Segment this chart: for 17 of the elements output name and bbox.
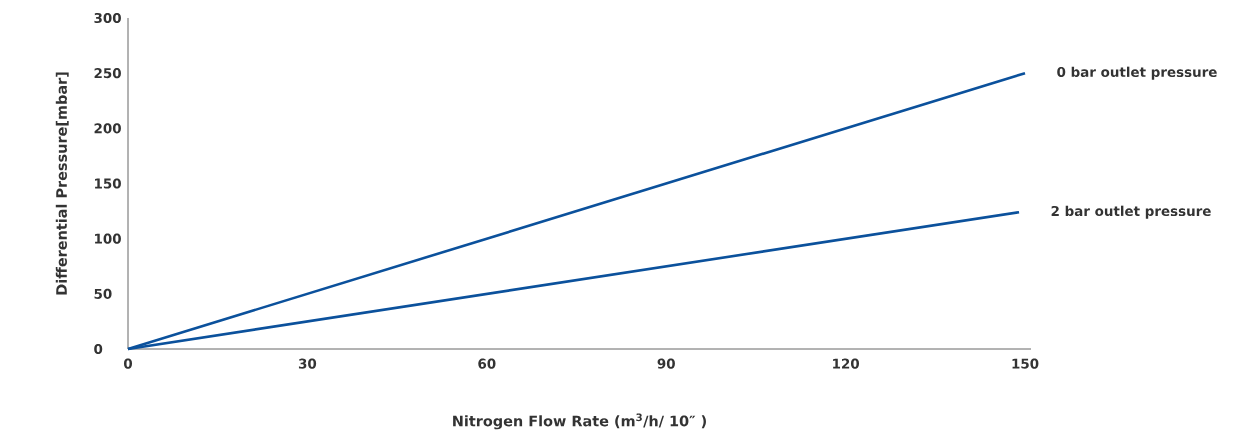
x-axis-title: Nitrogen Flow Rate (m$^{3}$/h/ 10″ ) bbox=[453, 413, 706, 430]
x-tick-label: 150 bbox=[1012, 358, 1039, 369]
text: 0 bar outlet pressure bbox=[1057, 66, 1217, 80]
x-tick-label: 60 bbox=[478, 358, 496, 369]
x-tick-label: 90 bbox=[657, 358, 675, 369]
x-tick-label: 120 bbox=[833, 358, 860, 369]
x-tick-label: 0 bbox=[123, 358, 133, 369]
y-tick-label: 100 bbox=[95, 233, 121, 244]
y-tick-label: 50 bbox=[94, 288, 112, 299]
x-tick-label: 30 bbox=[298, 358, 317, 369]
y-tick-label: 250 bbox=[94, 68, 121, 79]
y-axis-title: Differential Pressure[mbar] bbox=[55, 72, 69, 295]
y-tick-label: 200 bbox=[94, 123, 121, 134]
y-tick-label: 0 bbox=[94, 343, 103, 355]
y-tick-label: 150 bbox=[95, 178, 121, 189]
y-tick-label: 300 bbox=[94, 12, 121, 24]
text: 2 bar outlet pressure bbox=[1051, 205, 1211, 219]
